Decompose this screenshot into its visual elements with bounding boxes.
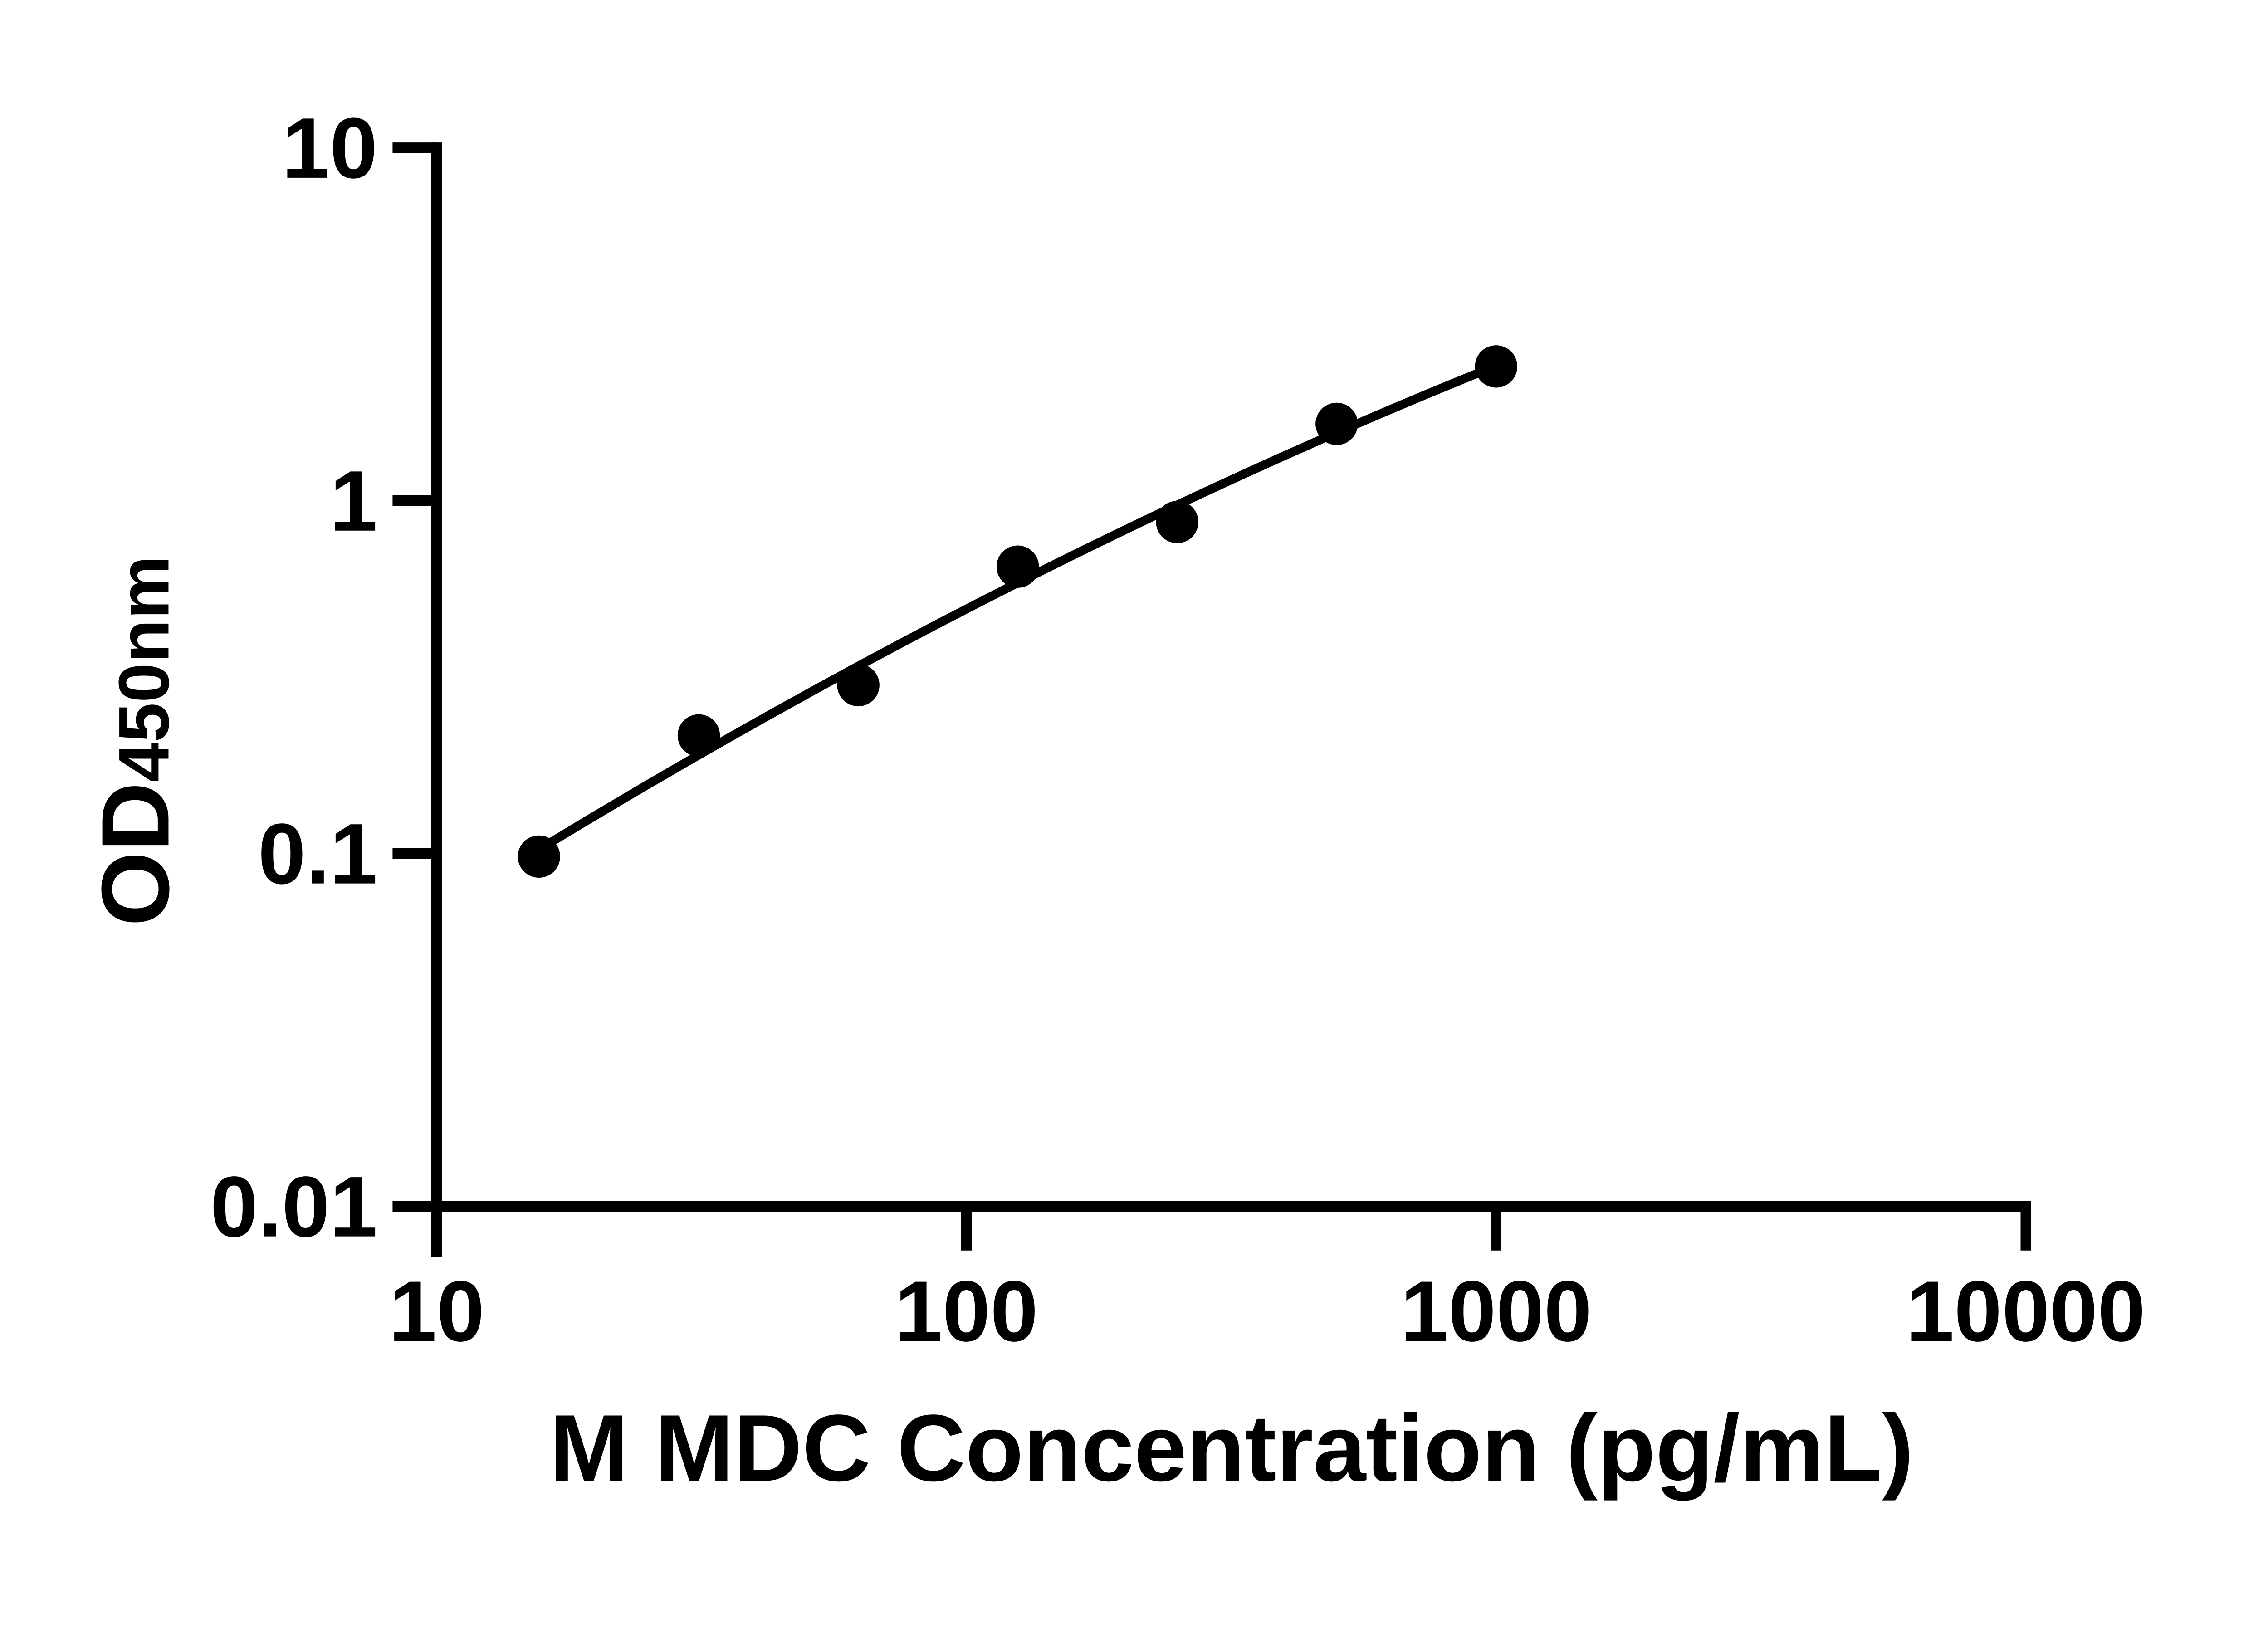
y-axis-title-sub: 450nm xyxy=(104,556,184,782)
x-axis-title: M MDC Concentration (pg/mL) xyxy=(549,1395,1914,1501)
data-point xyxy=(837,664,880,707)
fit-curve-line xyxy=(537,362,1498,854)
data-point xyxy=(677,714,720,757)
y-axis-title: OD450nm xyxy=(81,556,189,926)
x-tick-label: 1000 xyxy=(1400,1263,1592,1359)
data-point xyxy=(997,545,1039,588)
data-point xyxy=(1156,501,1198,543)
data-point xyxy=(1315,402,1358,445)
y-tick-label: 0.1 xyxy=(258,806,378,902)
tick-marks xyxy=(392,142,2031,1251)
figure: 10 1 0.1 0.01 10 100 1000 10000 M MDC Concentra… xyxy=(81,100,2146,1501)
y-tick-label: 1 xyxy=(330,453,377,549)
data-points xyxy=(518,345,1518,878)
x-tick-label: 100 xyxy=(894,1263,1038,1359)
x-tick-label: 10 xyxy=(389,1263,484,1359)
y-tick-label: 10 xyxy=(282,100,377,196)
x-tick-label: 10000 xyxy=(1906,1263,2146,1359)
data-point xyxy=(518,835,560,878)
y-axis-title-main: OD xyxy=(81,782,189,926)
y-tick-label: 0.01 xyxy=(210,1159,377,1255)
axes xyxy=(431,142,2031,1257)
data-point xyxy=(1475,345,1518,388)
